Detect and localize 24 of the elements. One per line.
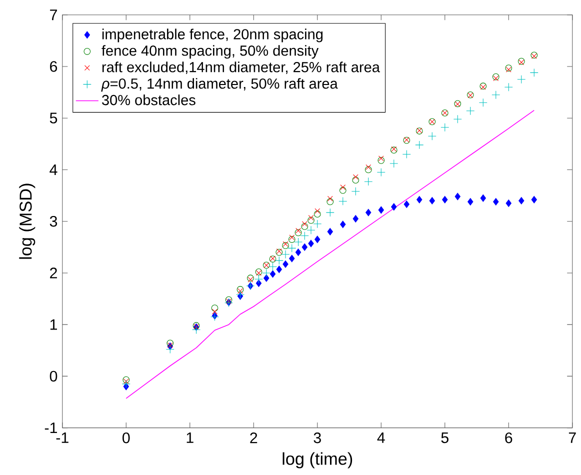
y-axis-title: log (MSD) [19,184,36,259]
legend-label: ρ=0.5, 14nm diameter, 50% raft area [101,78,338,92]
x-tick-label: 0 [122,432,130,444]
y-tick-label: 4 [50,164,58,175]
y-tick-label: 6 [50,60,58,72]
x-tick-label: 1 [186,432,194,443]
y-tick-label: 1 [50,319,57,330]
y-tick-label: 0 [50,370,58,382]
x-tick-label: 6 [505,432,512,444]
y-tick-label: 3 [50,216,58,227]
x-tick-label: 3 [314,432,321,444]
y-tick-label: 7 [50,9,57,20]
x-axis-title: log (time) [282,452,352,468]
legend-label: 30% obstacles [102,94,196,106]
y-tick-label: 5 [50,112,58,124]
y-tick-label: 2 [50,267,57,278]
y-tick-label: -1 [44,422,57,433]
legend-label: fence 40nm spacing, 50% density [102,44,319,58]
legend-label: raft excluded,14nm diameter, 25% raft area [102,61,380,74]
x-tick-label: 7 [568,432,576,443]
x-tick-label: 2 [250,432,258,443]
x-tick-label: 4 [377,432,385,443]
legend-label: impenetrable fence, 20nm spacing [102,28,323,42]
x-tick-label: 5 [441,432,448,443]
